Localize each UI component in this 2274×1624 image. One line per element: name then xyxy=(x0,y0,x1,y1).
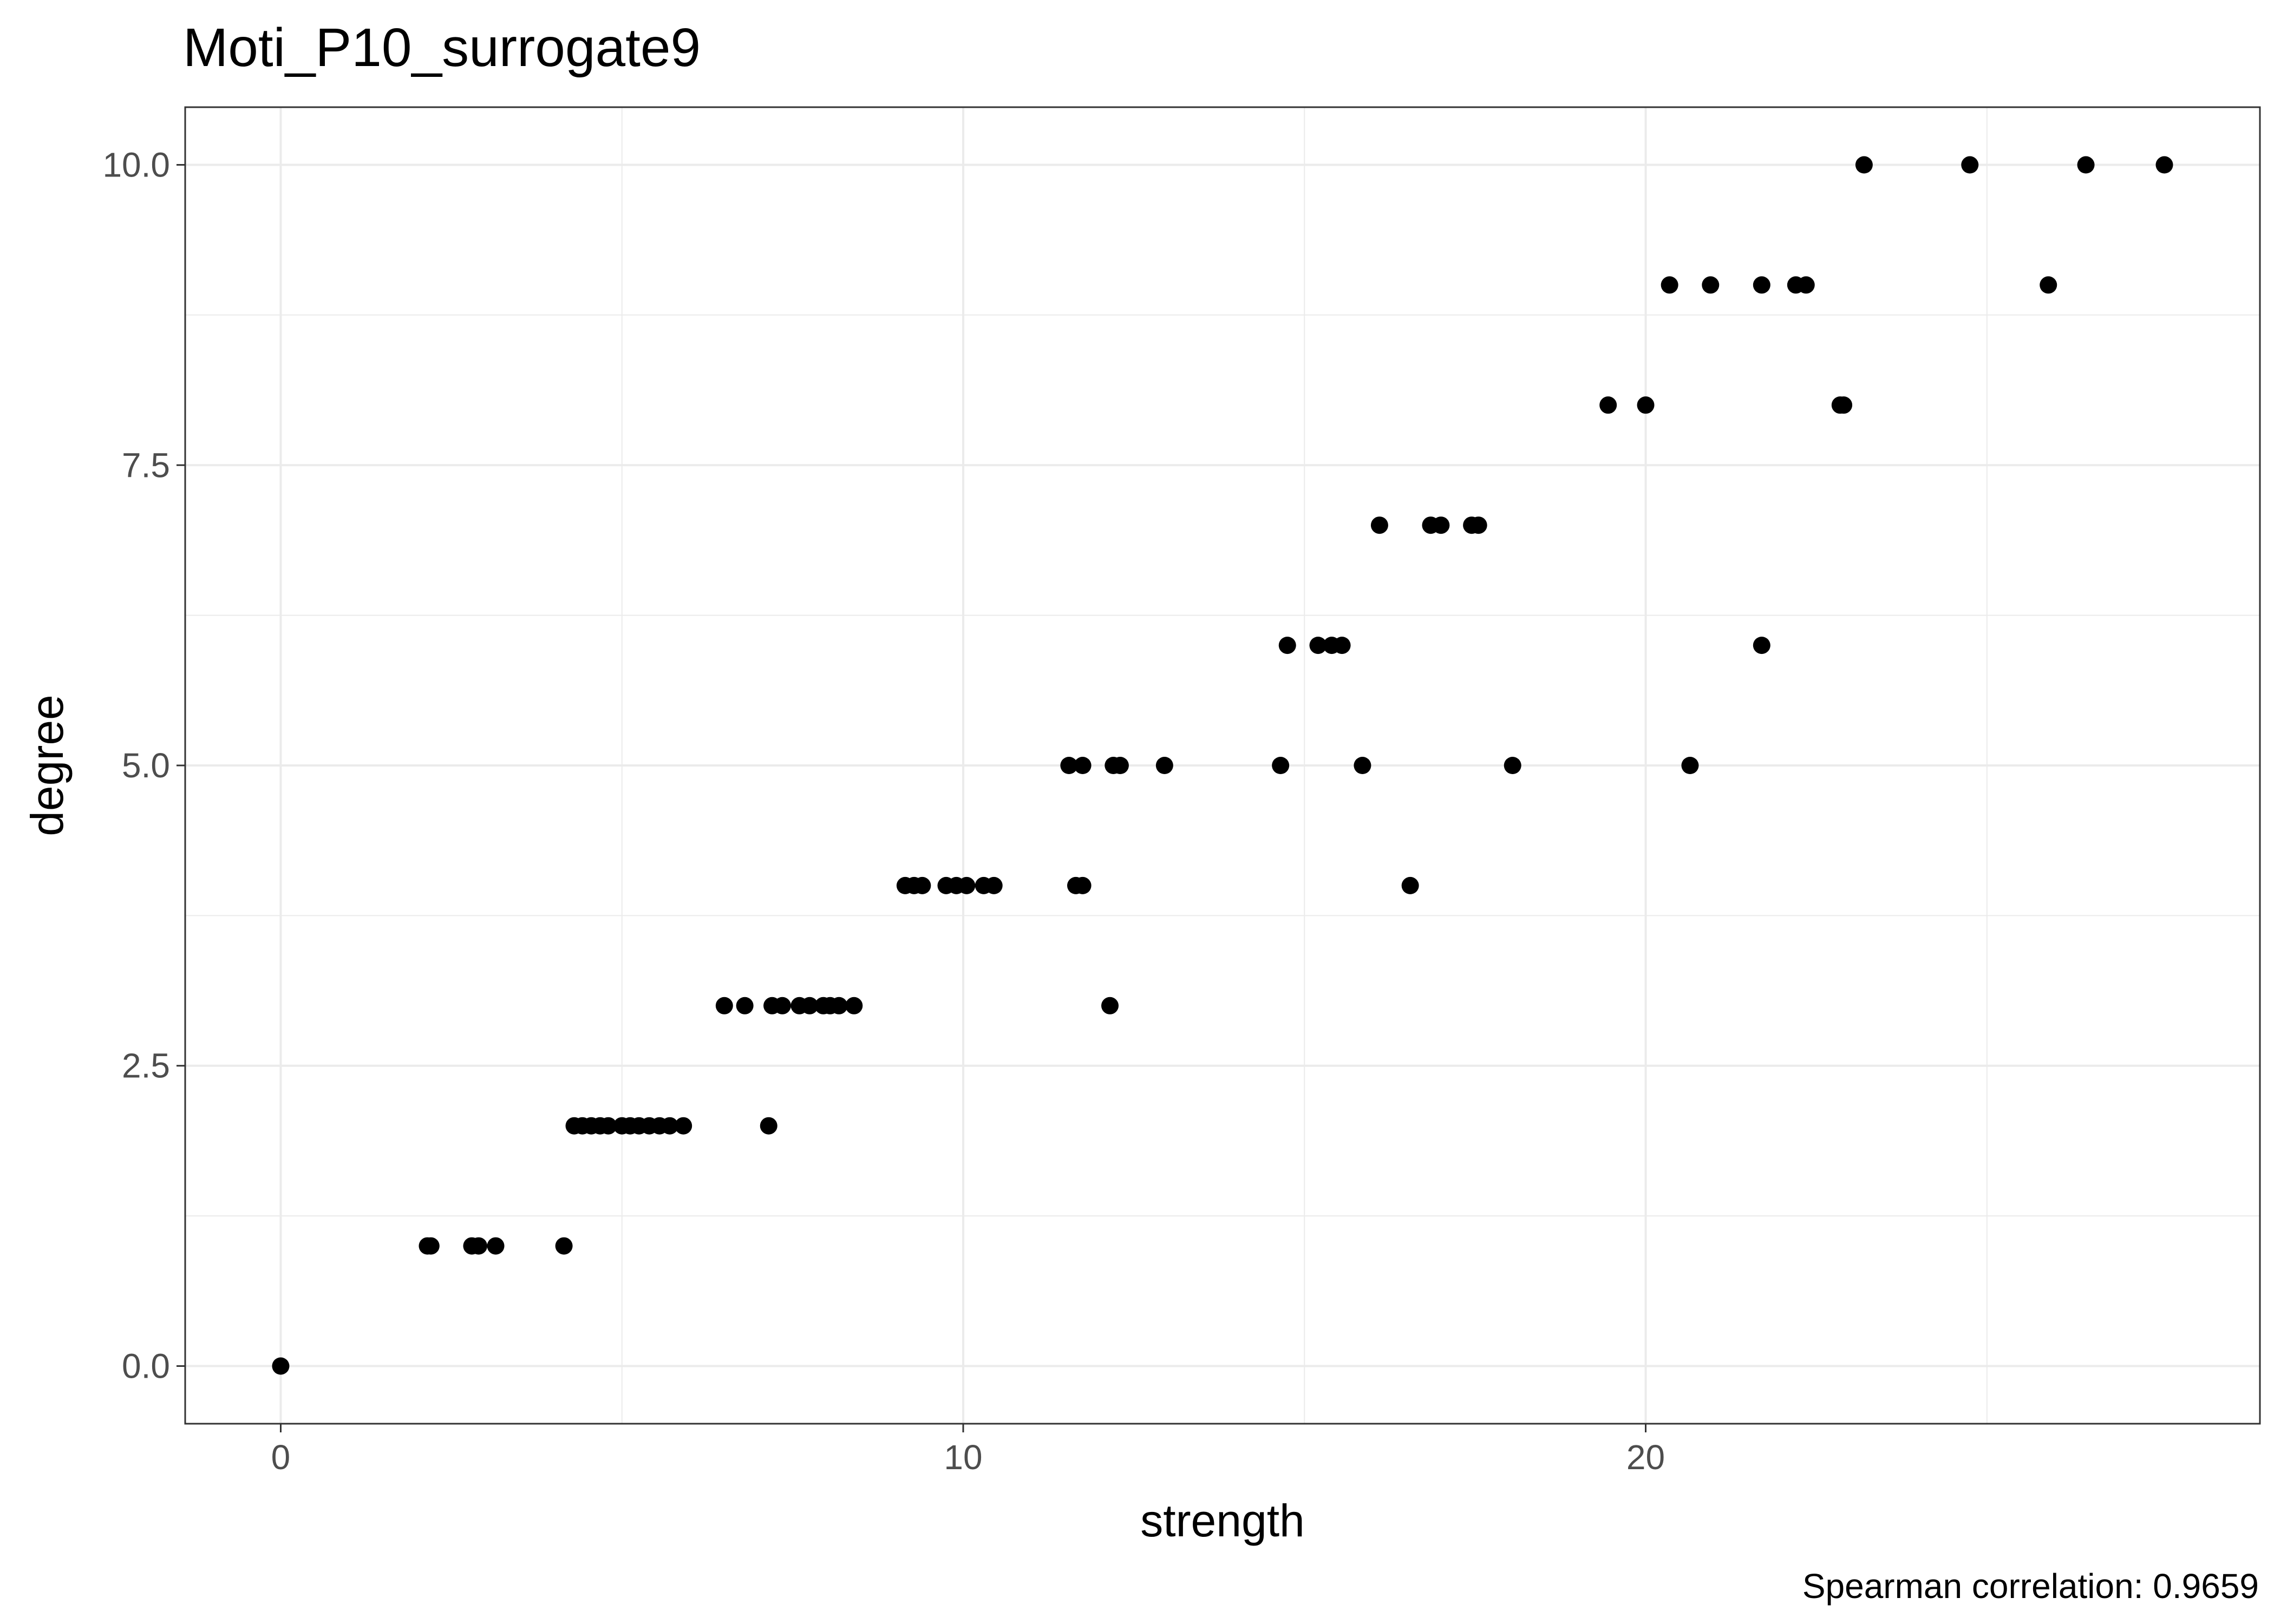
data-point xyxy=(1370,516,1388,534)
data-point xyxy=(1797,276,1815,294)
data-point xyxy=(487,1237,505,1255)
data-point xyxy=(422,1237,440,1255)
data-point xyxy=(2155,156,2173,174)
data-point xyxy=(1961,156,1979,174)
y-tick-label: 0.0 xyxy=(122,1346,170,1385)
data-point xyxy=(1354,757,1371,774)
x-tick-label: 10 xyxy=(944,1438,982,1477)
x-tick-label: 20 xyxy=(1626,1438,1665,1477)
data-point xyxy=(1060,757,1078,774)
data-point xyxy=(736,997,754,1014)
y-tick-label: 7.5 xyxy=(122,446,170,484)
spearman-caption: Spearman correlation: 0.9659 xyxy=(1802,1567,2259,1606)
data-point xyxy=(1702,276,1720,294)
x-tick-label: 0 xyxy=(271,1438,291,1477)
data-point xyxy=(1753,276,1770,294)
data-point xyxy=(830,997,848,1014)
data-point xyxy=(1333,637,1351,654)
data-point xyxy=(2077,156,2095,174)
data-point xyxy=(675,1117,692,1135)
data-point xyxy=(773,997,791,1014)
x-axis-title: strength xyxy=(1140,1495,1305,1546)
data-point xyxy=(1753,637,1770,654)
data-point xyxy=(272,1357,290,1375)
data-point xyxy=(1835,396,1853,414)
data-point xyxy=(913,876,931,894)
data-point xyxy=(2040,276,2057,294)
data-point xyxy=(470,1237,488,1255)
grid-lines xyxy=(185,107,2260,1424)
axes: 0 10 20 0.0 2.5 5.0 7.5 10.0 xyxy=(102,146,1665,1477)
data-point xyxy=(1401,876,1419,894)
data-point xyxy=(1855,156,1873,174)
y-tick-label: 10.0 xyxy=(102,146,170,185)
data-point xyxy=(661,1117,678,1135)
data-point xyxy=(555,1237,573,1255)
data-point xyxy=(845,997,863,1014)
data-point xyxy=(958,876,976,894)
data-point xyxy=(1074,757,1092,774)
data-point xyxy=(1278,637,1296,654)
data-point xyxy=(1599,396,1617,414)
data-point xyxy=(1681,757,1699,774)
data-point xyxy=(715,997,733,1014)
data-point xyxy=(599,1117,617,1135)
data-point xyxy=(801,997,819,1014)
data-point xyxy=(1111,757,1129,774)
data-point xyxy=(1432,516,1450,534)
data-point xyxy=(1272,757,1290,774)
data-point xyxy=(1101,997,1119,1014)
data-point xyxy=(1637,396,1655,414)
data-point xyxy=(985,876,1003,894)
y-tick-label: 2.5 xyxy=(122,1046,170,1085)
data-point xyxy=(1309,637,1327,654)
data-points xyxy=(272,156,2173,1375)
y-tick-label: 5.0 xyxy=(122,746,170,785)
data-point xyxy=(760,1117,777,1135)
chart-title: Moti_P10_surrogate9 xyxy=(183,17,701,78)
data-point xyxy=(1469,516,1487,534)
data-point xyxy=(1074,876,1092,894)
data-point xyxy=(1504,757,1521,774)
y-axis-title: degree xyxy=(22,695,73,836)
data-point xyxy=(1661,276,1678,294)
data-point xyxy=(1155,757,1173,774)
